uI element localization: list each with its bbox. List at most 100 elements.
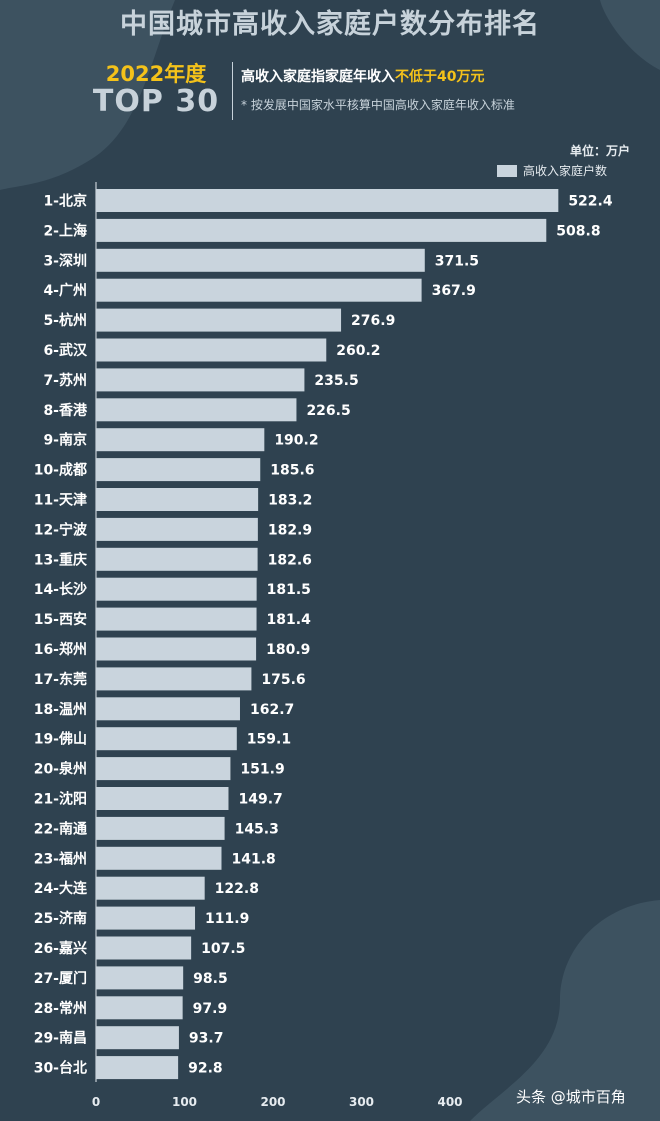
bar bbox=[96, 637, 257, 661]
category-label: 5-杭州 bbox=[43, 312, 87, 329]
value-label: 367.9 bbox=[432, 283, 476, 299]
category-label: 14-长沙 bbox=[34, 581, 87, 598]
value-label: 182.6 bbox=[268, 552, 312, 568]
value-label: 175.6 bbox=[261, 672, 305, 688]
category-label: 4-广州 bbox=[43, 282, 87, 299]
year-label: 2022年度 bbox=[105, 62, 207, 86]
x-tick-label: 400 bbox=[437, 1095, 462, 1109]
value-label: 122.8 bbox=[215, 881, 259, 897]
category-label: 19-佛山 bbox=[34, 731, 87, 748]
value-label: 151.9 bbox=[240, 762, 284, 778]
category-label: 1-北京 bbox=[43, 193, 87, 210]
value-label: 260.2 bbox=[336, 343, 380, 359]
bar bbox=[96, 338, 327, 362]
category-label: 21-沈阳 bbox=[34, 791, 87, 808]
bar bbox=[96, 787, 229, 810]
legend-label: 高收入家庭户数 bbox=[523, 164, 608, 178]
bar bbox=[96, 458, 261, 482]
value-label: 141.8 bbox=[231, 851, 275, 867]
value-label: 182.9 bbox=[268, 522, 312, 538]
value-label: 92.8 bbox=[188, 1061, 223, 1077]
chart-legend: 高收入家庭户数 bbox=[497, 162, 607, 179]
definition-highlight: 不低于40万元 bbox=[395, 69, 485, 85]
bar bbox=[96, 876, 205, 900]
x-tick-label: 100 bbox=[172, 1095, 197, 1109]
bar bbox=[96, 428, 265, 452]
x-tick-label: 0 bbox=[92, 1095, 100, 1109]
bar bbox=[96, 936, 192, 960]
category-label: 16-郑州 bbox=[34, 641, 87, 658]
value-label: 276.9 bbox=[351, 313, 395, 329]
category-label: 20-泉州 bbox=[34, 761, 87, 778]
category-label: 13-重庆 bbox=[34, 551, 87, 568]
value-label: 98.5 bbox=[193, 971, 228, 987]
bar bbox=[96, 368, 305, 392]
bar bbox=[96, 577, 257, 601]
value-label: 508.8 bbox=[556, 223, 600, 239]
category-label: 28-常州 bbox=[34, 1000, 87, 1017]
bar bbox=[96, 398, 297, 422]
category-label: 2-上海 bbox=[43, 222, 87, 239]
value-label: 180.9 bbox=[266, 642, 310, 658]
page-title: 中国城市高收入家庭户数分布排名 bbox=[120, 9, 540, 40]
category-label: 11-天津 bbox=[34, 492, 87, 509]
category-label: 25-济南 bbox=[34, 910, 87, 927]
value-label: 185.6 bbox=[270, 463, 314, 479]
category-label: 30-台北 bbox=[34, 1060, 87, 1077]
bar bbox=[96, 667, 252, 691]
bar bbox=[96, 308, 342, 332]
legend-swatch bbox=[497, 164, 517, 177]
bar bbox=[96, 1026, 179, 1050]
category-label: 27-厦门 bbox=[34, 970, 87, 987]
value-label: 183.2 bbox=[268, 493, 312, 509]
category-label: 22-南通 bbox=[34, 820, 87, 837]
value-label: 145.3 bbox=[235, 821, 279, 837]
bar bbox=[96, 697, 240, 721]
value-label: 226.5 bbox=[306, 403, 350, 419]
value-label: 149.7 bbox=[238, 792, 282, 808]
x-tick-label: 200 bbox=[260, 1095, 285, 1109]
category-label: 10-成都 bbox=[34, 462, 87, 479]
value-label: 522.4 bbox=[568, 194, 613, 210]
value-label: 93.7 bbox=[189, 1031, 224, 1047]
value-label: 97.9 bbox=[193, 1001, 228, 1017]
category-label: 17-东莞 bbox=[34, 671, 87, 688]
bar bbox=[96, 757, 231, 781]
unit-label: 单位：万户 bbox=[569, 144, 630, 158]
bar bbox=[96, 1056, 179, 1080]
category-label: 29-南昌 bbox=[34, 1030, 87, 1047]
bar bbox=[96, 607, 257, 631]
bar bbox=[96, 966, 184, 990]
footnote: * 按发展中国家水平核算中国高收入家庭年收入标准 bbox=[241, 98, 515, 112]
watermark: 头条 @城市百角 bbox=[516, 1088, 626, 1106]
value-label: 371.5 bbox=[435, 253, 479, 269]
category-label: 18-温州 bbox=[34, 702, 87, 718]
category-label: 12-宁波 bbox=[34, 521, 88, 538]
category-label: 6-武汉 bbox=[43, 342, 88, 359]
definition-text: 高收入家庭指家庭年收入不低于40万元 bbox=[241, 66, 484, 86]
header-divider bbox=[232, 62, 233, 120]
value-label: 159.1 bbox=[247, 732, 291, 748]
category-label: 26-嘉兴 bbox=[34, 940, 87, 957]
value-label: 107.5 bbox=[201, 941, 245, 957]
bar bbox=[96, 816, 225, 840]
value-label: 190.2 bbox=[274, 433, 318, 449]
value-label: 111.9 bbox=[205, 911, 249, 927]
value-label: 162.7 bbox=[250, 702, 294, 718]
category-label: 3-深圳 bbox=[43, 252, 87, 269]
bar bbox=[96, 248, 425, 272]
bar bbox=[96, 189, 559, 212]
bar bbox=[96, 218, 547, 242]
category-label: 7-苏州 bbox=[43, 372, 87, 389]
bar bbox=[96, 517, 258, 541]
category-label: 23-福州 bbox=[34, 850, 87, 867]
bar bbox=[96, 488, 259, 511]
category-label: 9-南京 bbox=[43, 432, 87, 449]
category-label: 24-大连 bbox=[34, 880, 88, 897]
value-label: 181.5 bbox=[267, 582, 311, 598]
category-label: 15-西安 bbox=[34, 611, 87, 628]
bar bbox=[96, 278, 422, 302]
value-label: 181.4 bbox=[267, 612, 312, 628]
